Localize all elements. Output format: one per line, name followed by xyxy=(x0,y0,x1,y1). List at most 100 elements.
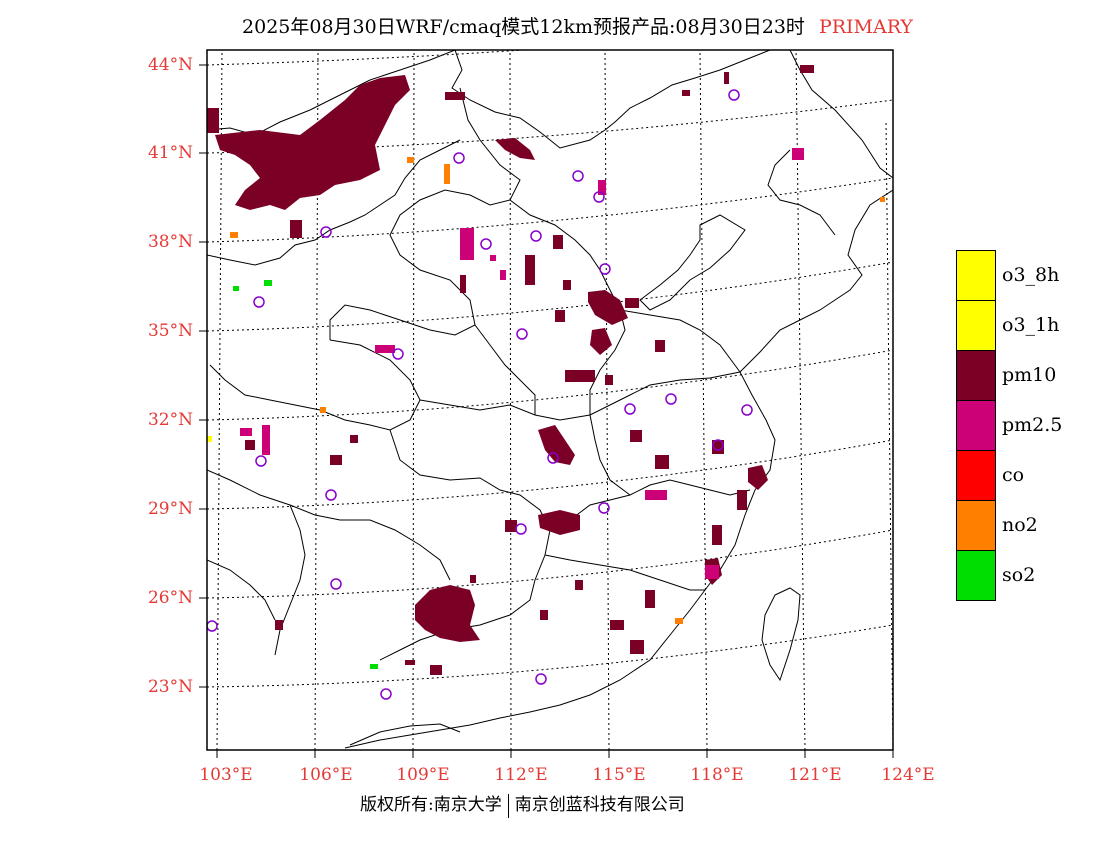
lat-label-44: 44°N xyxy=(147,55,193,75)
station-marker xyxy=(325,489,337,501)
pm10-cell xyxy=(445,92,465,100)
station-marker xyxy=(480,238,492,250)
lat-line-44 xyxy=(207,50,532,66)
bohai-coast xyxy=(639,214,746,311)
o3-cells xyxy=(207,436,212,442)
station-marker xyxy=(207,620,218,632)
so2-cell xyxy=(370,664,378,669)
pm10-cell xyxy=(290,220,302,238)
province-9 xyxy=(589,414,631,496)
pm10-cell xyxy=(565,370,595,382)
pm25-cell xyxy=(262,425,270,455)
title-text: 2025年08月30日WRF/cmaq模式12km预报产品:08月30日23时 xyxy=(242,16,805,38)
pm10-cell xyxy=(630,640,644,654)
lat-line-26 xyxy=(207,529,893,599)
station-marker xyxy=(255,455,267,467)
copyright-right: 南京创蓝科技有限公司 xyxy=(514,795,685,815)
station-marker xyxy=(712,439,724,451)
pm25-cell xyxy=(598,180,606,195)
lon-label-106: 106°E xyxy=(299,765,353,785)
pm10-cell xyxy=(460,275,466,293)
pm10-cell xyxy=(350,435,358,443)
border-korea xyxy=(767,149,836,236)
station-marker xyxy=(572,170,584,182)
pm25-cell xyxy=(705,565,719,579)
no2-cells xyxy=(230,157,885,624)
pm10-cells xyxy=(207,65,814,675)
lon-line-115 xyxy=(604,50,610,750)
so2-cell xyxy=(264,280,272,286)
legend-swatch xyxy=(956,300,996,351)
legend-swatch xyxy=(956,350,996,401)
lon-label-103: 103°E xyxy=(199,765,253,785)
station-marker xyxy=(728,89,740,101)
pm10-cell xyxy=(207,108,219,133)
pm25-cell xyxy=(375,345,395,353)
province-6 xyxy=(207,469,451,581)
lon-line-124 xyxy=(885,119,893,750)
lat-label-35: 35°N xyxy=(147,321,193,341)
station-marker xyxy=(593,191,605,203)
station-marker xyxy=(741,404,753,416)
pm10-cell xyxy=(655,340,665,352)
pm10-cell xyxy=(737,490,747,510)
pm10-region-north xyxy=(215,75,410,210)
pm10-cell xyxy=(405,660,415,665)
map-frame xyxy=(206,49,894,751)
pm25-cell xyxy=(500,270,506,280)
station-marker xyxy=(330,578,342,590)
so2-cells xyxy=(233,280,378,669)
pm10-cell xyxy=(630,430,642,442)
pm10-cell xyxy=(712,440,724,454)
no2-cell xyxy=(230,232,238,238)
copyright-left: 版权所有:南京大学 xyxy=(360,795,502,815)
province-10 xyxy=(509,199,626,415)
legend-swatch xyxy=(956,400,996,451)
pm10-region-hunan xyxy=(538,425,575,465)
lon-line-112 xyxy=(509,50,512,750)
graticule xyxy=(207,50,893,750)
coastline-east xyxy=(344,189,893,749)
station-marker xyxy=(535,673,547,685)
pm25-cell xyxy=(240,428,252,436)
lon-line-118 xyxy=(699,50,708,750)
pm25-cells xyxy=(240,148,804,579)
no2-cell xyxy=(320,407,326,413)
lat-line-23 xyxy=(207,624,893,688)
legend-label: co xyxy=(1002,464,1025,486)
pm10-cell xyxy=(610,620,624,630)
province-1 xyxy=(329,87,521,340)
lon-line-106 xyxy=(314,50,319,750)
pm10-cell xyxy=(430,665,442,675)
coastline xyxy=(451,50,893,179)
pm10-cell xyxy=(330,455,342,465)
lon-line-109 xyxy=(412,50,415,750)
lat-label-26: 26°N xyxy=(147,588,193,608)
pm10-cell xyxy=(563,280,571,290)
pm10-cell xyxy=(575,580,583,590)
pm25-cell xyxy=(460,228,474,260)
pm25-cell xyxy=(490,255,496,261)
lat-label-32: 32°N xyxy=(147,410,193,430)
pm10-region-anhui xyxy=(590,328,612,355)
pm25-cell xyxy=(645,490,667,500)
pm10-region-shanxi xyxy=(495,138,535,160)
legend-label: o3_1h xyxy=(1002,314,1060,336)
lat-label-38: 38°N xyxy=(147,232,193,252)
pm10-cell xyxy=(712,525,722,545)
legend-swatch xyxy=(956,250,996,301)
lat-label-29: 29°N xyxy=(147,499,193,519)
lon-label-112: 112°E xyxy=(494,765,548,785)
pm10-cell xyxy=(724,72,729,84)
province-13 xyxy=(274,504,306,656)
station-marker xyxy=(380,688,392,700)
hainan-coast xyxy=(349,723,461,746)
lat-label-41: 41°N xyxy=(147,143,193,163)
station-marker xyxy=(665,393,677,405)
pm10-cell xyxy=(275,620,283,630)
province-3 xyxy=(209,339,421,431)
lon-label-121: 121°E xyxy=(788,765,842,785)
legend-label: pm2.5 xyxy=(1002,414,1063,436)
pm10-region-guangxi xyxy=(415,585,480,642)
